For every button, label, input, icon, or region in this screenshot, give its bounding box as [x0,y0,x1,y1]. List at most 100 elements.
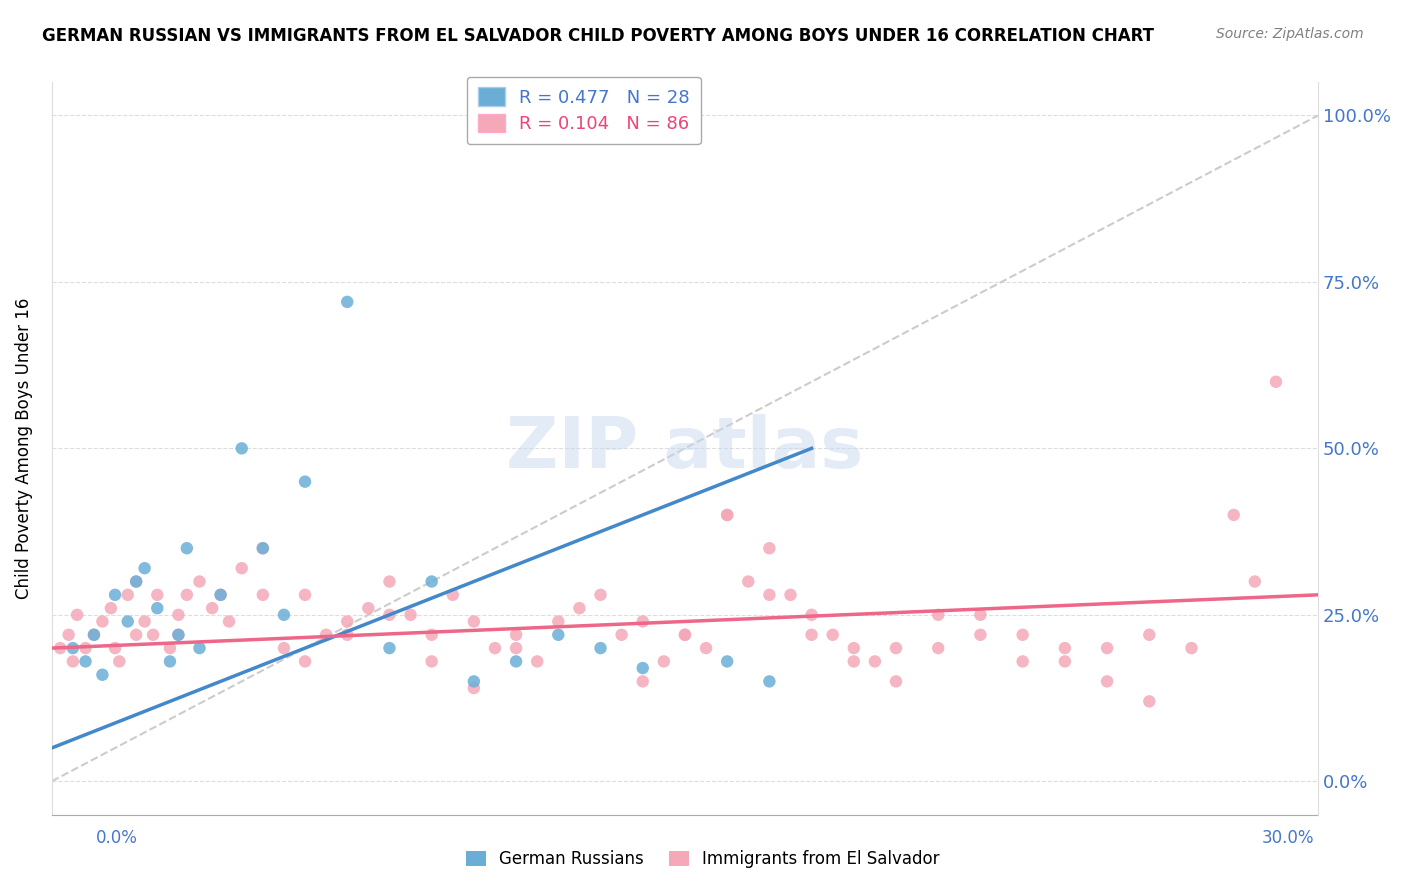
Point [842,655,865,669]
Point [821,628,844,642]
Point [652,655,675,669]
Point [1137,694,1160,708]
Point [201,601,224,615]
Point [463,674,485,689]
Point [75,641,97,656]
Point [779,588,801,602]
Point [273,641,295,656]
Point [252,588,274,602]
Point [758,674,780,689]
Point [273,607,295,622]
Point [167,607,190,622]
Point [209,588,232,602]
Point [484,641,506,656]
Point [294,655,316,669]
Point [66,607,89,622]
Point [159,655,181,669]
Point [336,615,359,629]
Point [842,641,865,656]
Point [420,628,443,642]
Point [800,607,823,622]
Point [1264,375,1286,389]
Point [1137,628,1160,642]
Point [104,588,127,602]
Point [610,628,633,642]
Point [505,628,527,642]
Text: Source: ZipAtlas.com: Source: ZipAtlas.com [1216,27,1364,41]
Point [547,628,569,642]
Point [134,561,156,575]
Point [927,641,949,656]
Point [134,615,156,629]
Text: ZIP atlas: ZIP atlas [506,414,863,483]
Point [252,541,274,556]
Point [146,601,169,615]
Point [231,442,253,456]
Point [969,628,991,642]
Point [75,655,97,669]
Point [167,628,190,642]
Point [100,601,122,615]
Point [441,588,464,602]
Point [1180,641,1202,656]
Point [547,615,569,629]
Point [49,641,72,656]
Point [176,541,198,556]
Point [91,667,114,681]
Point [420,574,443,589]
Point [117,615,139,629]
Point [758,541,780,556]
Point [125,574,148,589]
Point [884,641,907,656]
Point [117,588,139,602]
Point [91,615,114,629]
Point [142,628,165,642]
Point [1053,655,1076,669]
Point [104,641,127,656]
Point [336,628,359,642]
Point [62,655,84,669]
Point [631,674,654,689]
Point [420,655,443,669]
Point [631,615,654,629]
Point [589,588,612,602]
Point [294,475,316,489]
Point [125,628,148,642]
Legend: R = 0.477   N = 28, R = 0.104   N = 86: R = 0.477 N = 28, R = 0.104 N = 86 [467,77,700,145]
Point [315,628,337,642]
Y-axis label: Child Poverty Among Boys Under 16: Child Poverty Among Boys Under 16 [15,298,32,599]
Point [83,628,105,642]
Point [188,574,211,589]
Point [336,294,359,309]
Point [716,508,738,522]
Point [231,561,253,575]
Point [1243,574,1265,589]
Point [737,574,759,589]
Point [716,508,738,522]
Point [758,588,780,602]
Point [631,661,654,675]
Point [146,588,169,602]
Point [378,574,401,589]
Point [673,628,696,642]
Point [108,655,131,669]
Point [927,607,949,622]
Point [1095,641,1118,656]
Text: 0.0%: 0.0% [96,829,138,847]
Point [159,641,181,656]
Point [1011,628,1033,642]
Point [463,615,485,629]
Point [1011,655,1033,669]
Point [1095,674,1118,689]
Point [218,615,240,629]
Point [357,601,380,615]
Point [378,607,401,622]
Text: GERMAN RUSSIAN VS IMMIGRANTS FROM EL SALVADOR CHILD POVERTY AMONG BOYS UNDER 16 : GERMAN RUSSIAN VS IMMIGRANTS FROM EL SAL… [42,27,1154,45]
Legend: German Russians, Immigrants from El Salvador: German Russians, Immigrants from El Salv… [460,844,946,875]
Point [568,601,591,615]
Point [176,588,198,602]
Point [800,628,823,642]
Point [969,607,991,622]
Point [1053,641,1076,656]
Text: 30.0%: 30.0% [1263,829,1315,847]
